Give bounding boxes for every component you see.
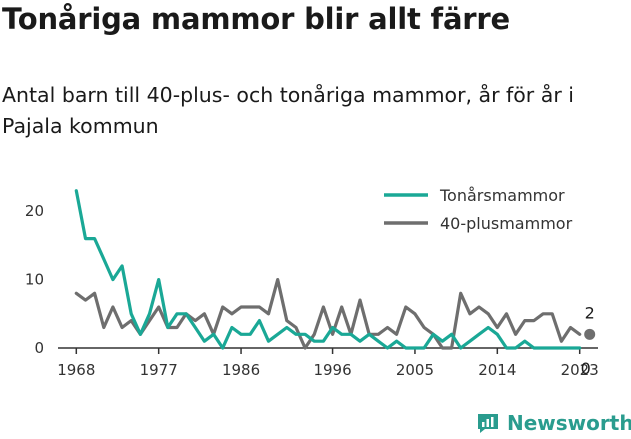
legend-label-40-plusmammor: 40-plusmammor [440,214,573,233]
y-axis: 0 10 20 [25,202,44,357]
x-tick-label: 2023 [561,361,599,379]
chart-title: Tonåriga mammor blir allt färre [2,2,510,36]
newsworthy-logo-icon [476,411,500,435]
x-tick-label: 1986 [222,361,260,379]
x-axis: 1968 1977 1986 1996 2005 2014 2023 [57,347,599,379]
newsworthy-logo-text: Newsworthy [507,411,631,435]
x-tick-label: 2014 [478,361,516,379]
x-tick-label: 1968 [57,361,95,379]
x-tick-label: 1996 [313,361,351,379]
y-tick-label: 10 [25,271,44,289]
chart-subtitle: Antal barn till 40-plus- och tonåriga ma… [2,83,574,138]
y-tick-label: 0 [34,339,44,357]
x-tick-label: 2005 [396,361,434,379]
series-line-40-plusmammor [74,278,582,350]
legend-label-tonarsmammor: Tonårsmammor [439,186,565,205]
end-label-40-plusmammor: 2 [585,303,595,322]
newsworthy-logo: Newsworthy [476,408,631,438]
end-marker-40-plusmammor [584,328,596,340]
end-label-tonarsmammor: 0 [581,359,591,378]
legend: Tonårsmammor 40-plusmammor [384,186,573,233]
y-tick-label: 20 [25,202,44,220]
series-line-tonarsmammor [74,189,582,350]
x-tick-label: 1977 [140,361,178,379]
end-labels: 20 [581,303,596,378]
series-layer [74,189,582,350]
